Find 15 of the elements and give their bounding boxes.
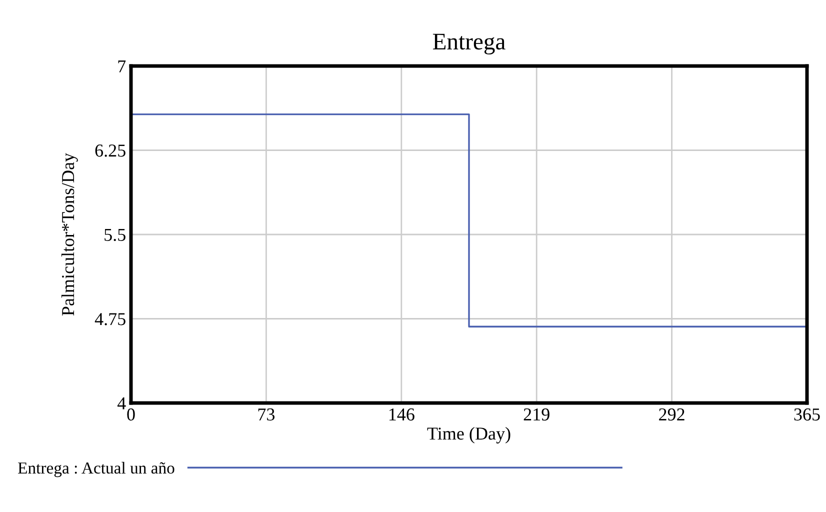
x-tick-label: 146 — [389, 408, 414, 421]
x-tick-label: 219 — [524, 408, 550, 421]
x-tick-label: 365 — [794, 408, 820, 421]
x-tick-label: 0 — [127, 408, 135, 421]
text: Entrega : Actual un año — [18, 462, 174, 478]
y-tick-label: 4 — [117, 397, 126, 410]
x-tick-label: 73 — [258, 408, 275, 421]
y-axis-title: Palmicultor*Tons/Day — [61, 152, 78, 316]
y-tick-label: 5.5 — [104, 228, 126, 242]
chart-title: Entrega — [432, 34, 506, 54]
y-tick-label: 6.25 — [95, 144, 126, 157]
y-tick-label: 4.75 — [94, 313, 126, 326]
x-tick-label: 292 — [659, 408, 684, 421]
x-axis-title: Time (Day) — [427, 427, 510, 444]
y-tick-label: 7 — [118, 60, 126, 72]
